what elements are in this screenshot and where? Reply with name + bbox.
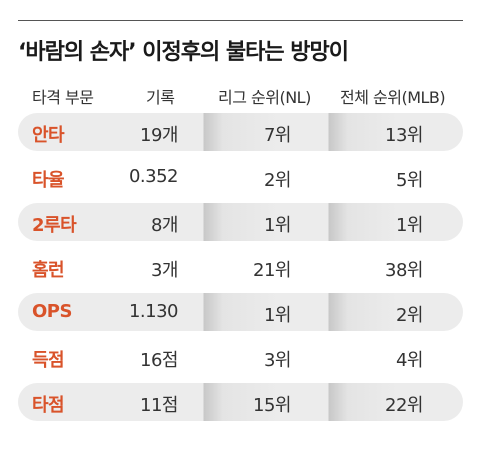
row-overall-rank: 13위: [385, 125, 423, 146]
header-record: 기록: [146, 88, 175, 107]
header-overall-rank: 전체 순위(MLB): [340, 88, 446, 107]
row-category: 타율: [32, 170, 65, 191]
table-row: 타율 0.352 2위 5위: [18, 158, 463, 196]
header-league-rank: 리그 순위(NL): [218, 88, 311, 107]
page-title: ‘바람의 손자’ 이정후의 불타는 방망이: [18, 40, 349, 65]
stats-table: 안타 19개 7위 13위 타율 0.352 2위 5위 2루타 8개 1위 1…: [18, 113, 463, 428]
row-category: 타점: [32, 395, 65, 416]
row-overall-rank: 38위: [385, 260, 423, 281]
table-row: OPS 1.130 1위 2위: [18, 293, 463, 331]
row-record: 8개: [150, 215, 179, 236]
row-overall-rank: 22위: [385, 395, 423, 416]
row-record: 11점: [140, 395, 178, 416]
row-league-rank: 2위: [263, 170, 292, 191]
row-overall-rank: 4위: [395, 350, 424, 371]
table-row: 2루타 8개 1위 1위: [18, 203, 463, 241]
row-category: 득점: [32, 350, 65, 371]
row-category: OPS: [32, 301, 72, 322]
row-category: 안타: [32, 125, 65, 146]
row-category: 2루타: [32, 215, 77, 236]
row-league-rank: 21위: [253, 260, 291, 281]
row-record: 3개: [150, 260, 179, 281]
table-header: 타격 부문 기록 리그 순위(NL) 전체 순위(MLB): [18, 84, 463, 110]
row-league-rank: 1위: [263, 215, 292, 236]
table-row: 타점 11점 15위 22위: [18, 383, 463, 421]
row-category: 홈런: [32, 260, 65, 281]
row-overall-rank: 1위: [395, 215, 424, 236]
top-divider: [18, 20, 463, 21]
row-league-rank: 3위: [263, 350, 292, 371]
header-category: 타격 부문: [32, 88, 94, 107]
table-row: 홈런 3개 21위 38위: [18, 248, 463, 286]
row-record: 16점: [140, 350, 178, 371]
row-league-rank: 1위: [263, 305, 292, 326]
row-overall-rank: 5위: [395, 170, 424, 191]
table-row: 안타 19개 7위 13위: [18, 113, 463, 151]
row-record: 19개: [140, 125, 178, 146]
row-overall-rank: 2위: [395, 305, 424, 326]
table-row: 득점 16점 3위 4위: [18, 338, 463, 376]
row-league-rank: 7위: [263, 125, 292, 146]
row-record: 1.130: [128, 301, 179, 322]
row-league-rank: 15위: [253, 395, 291, 416]
row-record: 0.352: [128, 166, 179, 187]
